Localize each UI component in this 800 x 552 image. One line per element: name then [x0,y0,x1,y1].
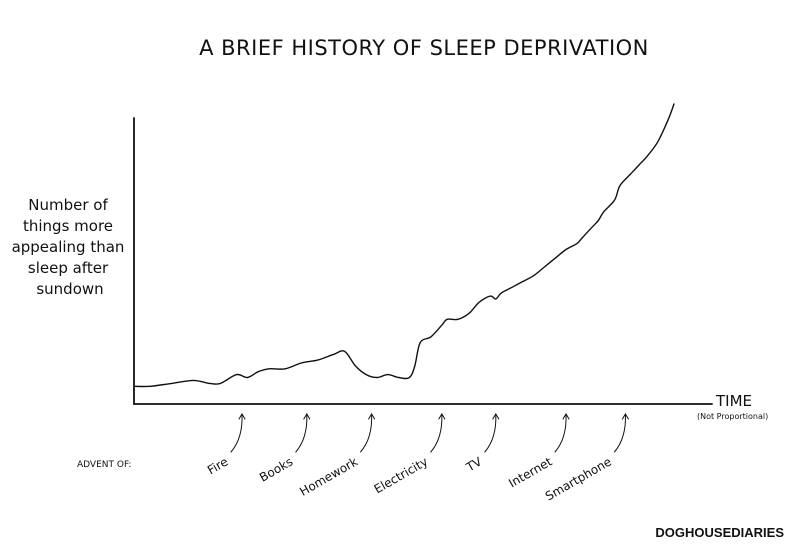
event-arrowhead-fire [238,413,246,420]
y-axis-label-line-2: things more [23,217,113,235]
y-axis-label-line-5: sundown [36,280,103,298]
event-label-books: Books [257,454,295,484]
event-label-smartphone: Smartphone [543,454,614,503]
event-arrow-fire [230,413,243,453]
y-axis-label-line-1: Number of [28,196,108,214]
event-arrow-smartphone [613,413,626,453]
chart-title: A BRIEF HISTORY OF SLEEP DEPRIVATION [199,36,649,60]
y-axis-label-line-3: appealing than [12,238,125,256]
advent-of-label: ADVENT OF: [77,460,131,470]
event-arrowhead-internet [562,413,570,420]
event-arrow-books [295,413,308,453]
y-axis-label-line-4: sleep after [28,259,109,277]
credit-label: DOGHOUSEDIARIES [655,525,784,540]
event-arrowhead-electricity [438,413,446,420]
sleep-deprivation-series-line [133,103,675,388]
event-arrowhead-tv [492,413,500,420]
event-label-homework: Homework [297,454,360,498]
event-arrowhead-homework [368,413,376,420]
event-arrowhead-smartphone [621,413,629,420]
event-label-internet: Internet [506,454,555,490]
event-label-tv: TV [463,454,485,475]
event-arrow-electricity [430,413,443,453]
event-label-fire: Fire [205,454,231,477]
event-label-electricity: Electricity [372,454,431,496]
event-markers: Fire Books Homework Electricity TV InternetSm… [205,413,629,504]
event-arrow-internet [554,413,567,453]
event-arrow-homework [360,413,373,453]
x-axis-note: (Not Proportional) [697,412,768,421]
event-arrowhead-books [303,413,311,420]
event-arrow-tv [484,413,497,453]
x-axis-label: TIME [715,392,752,410]
